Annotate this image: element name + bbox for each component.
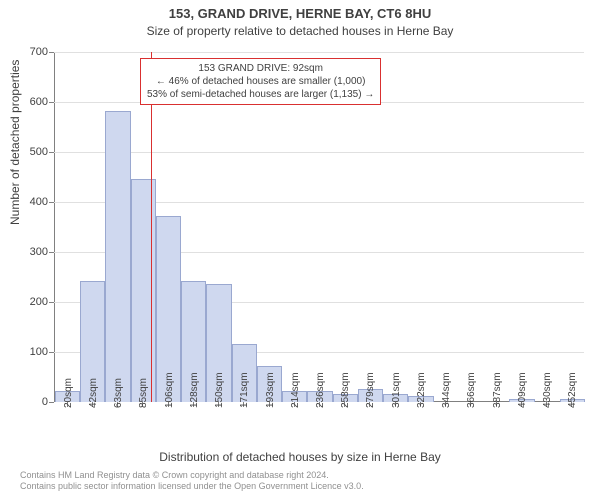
ytick-mark <box>49 352 54 353</box>
annotation-box: 153 GRAND DRIVE: 92sqm← 46% of detached … <box>140 58 381 105</box>
xtick-label: 279sqm <box>365 372 376 408</box>
y-axis-label: Number of detached properties <box>8 60 22 225</box>
histogram-bar <box>105 111 130 402</box>
gridline <box>54 152 584 153</box>
histogram-bar <box>131 179 156 403</box>
x-axis-label: Distribution of detached houses by size … <box>0 450 600 464</box>
ytick-mark <box>49 302 54 303</box>
ytick-mark <box>49 402 54 403</box>
gridline <box>54 52 584 53</box>
xtick-label: 344sqm <box>441 372 452 408</box>
ytick-mark <box>49 52 54 53</box>
ytick-mark <box>49 252 54 253</box>
ytick-label: 500 <box>30 146 48 158</box>
xtick-label: 214sqm <box>290 372 301 408</box>
xtick-label: 301sqm <box>391 372 402 408</box>
footer-line-1: Contains HM Land Registry data © Crown c… <box>20 470 364 481</box>
xtick-label: 150sqm <box>214 372 225 408</box>
footer-line-2: Contains public sector information licen… <box>20 481 364 492</box>
xtick-label: 452sqm <box>567 372 578 408</box>
annotation-line: 53% of semi-detached houses are larger (… <box>147 88 374 101</box>
xtick-label: 193sqm <box>265 372 276 408</box>
xtick-label: 128sqm <box>189 372 200 408</box>
xtick-label: 42sqm <box>88 378 99 408</box>
xtick-label: 258sqm <box>340 372 351 408</box>
xtick-label: 322sqm <box>416 372 427 408</box>
xtick-label: 430sqm <box>542 372 553 408</box>
chart-subtitle: Size of property relative to detached ho… <box>0 24 600 38</box>
xtick-label: 20sqm <box>63 378 74 408</box>
xtick-label: 236sqm <box>315 372 326 408</box>
xtick-label: 171sqm <box>239 372 250 408</box>
annotation-line: ← 46% of detached houses are smaller (1,… <box>147 75 374 88</box>
chart-title: 153, GRAND DRIVE, HERNE BAY, CT6 8HU <box>0 0 600 22</box>
ytick-label: 700 <box>30 46 48 58</box>
ytick-label: 100 <box>30 346 48 358</box>
xtick-label: 409sqm <box>517 372 528 408</box>
xtick-label: 387sqm <box>492 372 503 408</box>
annotation-line: 153 GRAND DRIVE: 92sqm <box>147 62 374 75</box>
ytick-label: 0 <box>42 396 48 408</box>
ytick-label: 300 <box>30 246 48 258</box>
xtick-label: 106sqm <box>164 372 175 408</box>
plot-area: 010020030040050060070020sqm42sqm63sqm85s… <box>54 52 584 402</box>
ytick-label: 600 <box>30 96 48 108</box>
ytick-mark <box>49 102 54 103</box>
ytick-label: 200 <box>30 296 48 308</box>
ytick-label: 400 <box>30 196 48 208</box>
xtick-label: 366sqm <box>466 372 477 408</box>
xtick-label: 85sqm <box>138 378 149 408</box>
xtick-label: 63sqm <box>113 378 124 408</box>
chart-container: 153, GRAND DRIVE, HERNE BAY, CT6 8HU Siz… <box>0 0 600 500</box>
footer-text: Contains HM Land Registry data © Crown c… <box>20 470 364 492</box>
ytick-mark <box>49 202 54 203</box>
ytick-mark <box>49 152 54 153</box>
